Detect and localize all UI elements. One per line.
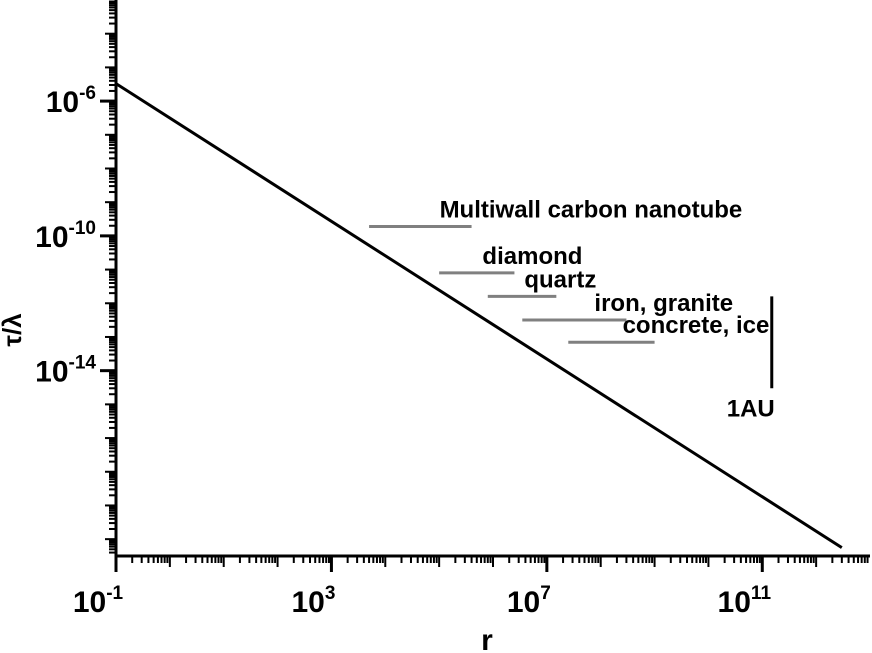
y-tick-label: 10-14 xyxy=(35,353,96,389)
series-line xyxy=(115,82,843,549)
y-axis-title: τ/λ xyxy=(0,313,27,347)
tick-labels: 10-1 103 107 1011 10-6 10-10 10-14 xyxy=(35,83,771,619)
annotation-label: concrete, ice xyxy=(623,312,770,339)
annotation-label: quartz xyxy=(524,266,596,293)
x-tick-label: 103 xyxy=(291,583,335,619)
axes xyxy=(100,0,870,572)
au-marker-label: 1AU xyxy=(727,395,775,422)
annotations: Multiwall carbon nanotube diamondquartzir… xyxy=(369,196,775,422)
y-tick-label: 10-10 xyxy=(35,218,96,254)
annotation-label: iron, granite xyxy=(594,290,733,317)
x-tick-label: 107 xyxy=(507,583,551,619)
annotation-label: diamond xyxy=(482,243,582,270)
y-tick-label: 10-6 xyxy=(46,83,96,119)
x-tick-label: 1011 xyxy=(718,583,772,619)
series-group xyxy=(115,82,843,549)
x-tick-label: 10-1 xyxy=(73,583,124,619)
annotation-label: Multiwall carbon nanotube xyxy=(440,196,743,223)
x-axis-title: r xyxy=(481,624,493,653)
